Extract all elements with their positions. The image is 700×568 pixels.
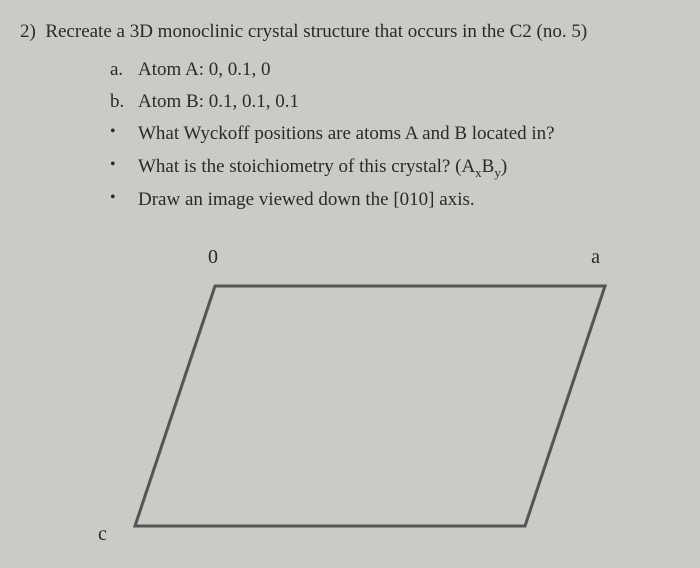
label-origin: 0: [208, 246, 218, 269]
sub-text: Atom B: 0.1, 0.1, 0.1: [138, 91, 299, 112]
parallelogram-shape: [130, 281, 620, 541]
parallelogram-polygon: [135, 286, 605, 526]
sub-letter: a.: [110, 55, 138, 85]
sub-letter: b.: [110, 87, 138, 117]
sub-text: Atom A: 0, 0.1, 0: [138, 59, 270, 80]
bullet-item-3: • Draw an image viewed down the [010] ax…: [110, 185, 680, 215]
sub-item-b: b.Atom B: 0.1, 0.1, 0.1: [110, 87, 680, 117]
bullet-text: What Wyckoff positions are atoms A and B…: [138, 119, 680, 149]
question-text: Recreate a 3D monoclinic crystal structu…: [45, 21, 587, 42]
sub-item-a: a.Atom A: 0, 0.1, 0: [110, 55, 680, 85]
bullet-icon: •: [110, 185, 138, 215]
question-line: 2) Recreate a 3D monoclinic crystal stru…: [20, 18, 680, 47]
bullet-icon: •: [110, 152, 138, 184]
bullet-text: Draw an image viewed down the [010] axis…: [138, 185, 680, 215]
label-c: c: [98, 523, 107, 546]
bullet-icon: •: [110, 119, 138, 149]
label-a: a: [591, 246, 600, 269]
bullet-item-1: • What Wyckoff positions are atoms A and…: [110, 119, 680, 149]
diagram-area: 0 a c: [120, 246, 640, 556]
bullet-text: What is the stoichiometry of this crysta…: [138, 152, 680, 184]
question-number: 2): [20, 21, 36, 42]
bullet-item-2: • What is the stoichiometry of this crys…: [110, 152, 680, 184]
